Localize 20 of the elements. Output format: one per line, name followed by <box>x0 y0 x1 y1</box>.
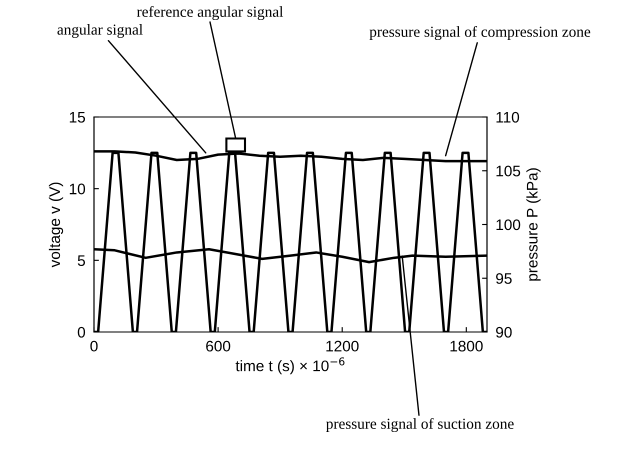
x-tick-label: 600 <box>206 340 230 352</box>
y-tick-label: 0 <box>78 326 86 338</box>
y-tick-label: 10 <box>70 184 86 194</box>
x-tick-label: 1800 <box>450 340 483 352</box>
y2-tick-label: 110 <box>496 112 520 123</box>
x-tick-label: 1200 <box>326 340 359 352</box>
y2-tick-label: 105 <box>496 166 520 176</box>
y2-axis-title: pressure P (kPa) <box>526 168 541 281</box>
annotation: pressure signal of compression zone <box>370 26 590 40</box>
text: reference angular signal <box>136 6 284 20</box>
y-tick-label: 15 <box>70 112 86 123</box>
y2-tick-label: 95 <box>496 273 512 284</box>
annotation: pressure signal of suction zone <box>326 418 514 432</box>
annotation: angular signal <box>57 24 143 38</box>
y-tick-label: 5 <box>78 255 86 266</box>
y2-tick-label: 100 <box>496 219 520 230</box>
x-axis-title: time t (s) × 10$^{−6}$ <box>236 357 344 374</box>
y2-tick-label: 90 <box>496 326 512 338</box>
y-axis-title: voltage v (V) <box>48 182 64 268</box>
x-tick-label: 0 <box>90 340 98 352</box>
